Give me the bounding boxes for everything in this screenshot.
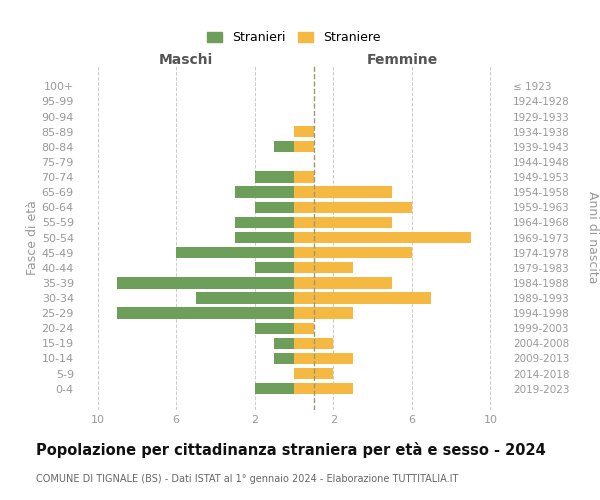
Bar bbox=[255, 262, 294, 274]
Bar bbox=[294, 232, 471, 243]
Bar bbox=[117, 277, 294, 288]
Y-axis label: Fasce di età: Fasce di età bbox=[26, 200, 38, 275]
Bar bbox=[294, 202, 412, 213]
Bar bbox=[235, 216, 294, 228]
Bar bbox=[274, 141, 294, 152]
Bar bbox=[274, 338, 294, 349]
Legend: Stranieri, Straniere: Stranieri, Straniere bbox=[202, 26, 386, 50]
Bar bbox=[294, 308, 353, 318]
Bar bbox=[294, 141, 314, 152]
Bar bbox=[294, 216, 392, 228]
Bar bbox=[255, 383, 294, 394]
Bar bbox=[176, 247, 294, 258]
Bar bbox=[274, 353, 294, 364]
Bar bbox=[294, 277, 392, 288]
Bar bbox=[294, 368, 333, 379]
Bar bbox=[235, 186, 294, 198]
Bar bbox=[294, 292, 431, 304]
Bar bbox=[294, 186, 392, 198]
Bar bbox=[294, 172, 314, 182]
Bar bbox=[294, 126, 314, 138]
Bar bbox=[255, 172, 294, 182]
Bar bbox=[294, 353, 353, 364]
Bar bbox=[294, 383, 353, 394]
Text: Maschi: Maschi bbox=[159, 52, 213, 66]
Bar bbox=[255, 322, 294, 334]
Bar bbox=[235, 232, 294, 243]
Text: Femmine: Femmine bbox=[367, 52, 437, 66]
Y-axis label: Anni di nascita: Anni di nascita bbox=[586, 191, 599, 284]
Text: Popolazione per cittadinanza straniera per età e sesso - 2024: Popolazione per cittadinanza straniera p… bbox=[36, 442, 546, 458]
Bar bbox=[294, 322, 314, 334]
Bar bbox=[294, 262, 353, 274]
Bar bbox=[294, 338, 333, 349]
Bar bbox=[294, 247, 412, 258]
Bar bbox=[117, 308, 294, 318]
Text: COMUNE DI TIGNALE (BS) - Dati ISTAT al 1° gennaio 2024 - Elaborazione TUTTITALIA: COMUNE DI TIGNALE (BS) - Dati ISTAT al 1… bbox=[36, 474, 458, 484]
Bar bbox=[255, 202, 294, 213]
Bar bbox=[196, 292, 294, 304]
